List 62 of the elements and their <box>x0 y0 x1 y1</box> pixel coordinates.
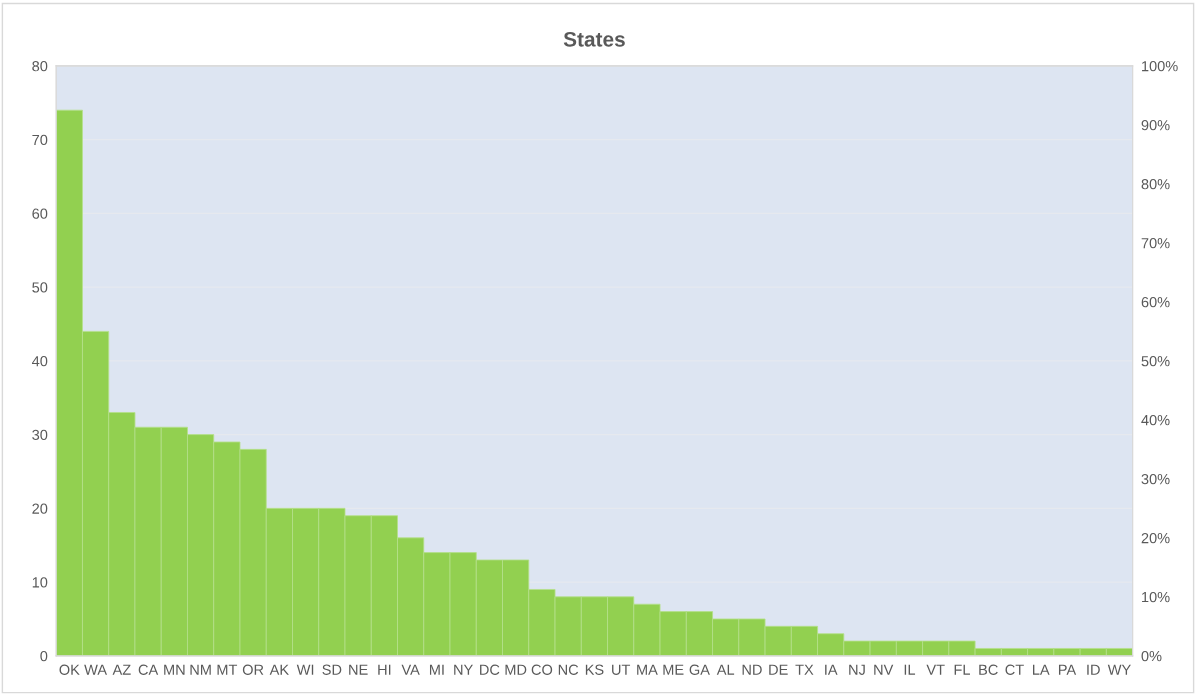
x-tick-label: UT <box>612 664 631 675</box>
x-tick-label: IL <box>904 664 916 675</box>
x-tick-label: SD <box>322 664 342 675</box>
y-tick-label: 0 <box>40 650 48 662</box>
y2-tick-label: 70% <box>1141 238 1170 249</box>
x-tick-label: PA <box>1058 664 1077 675</box>
x-tick-label: NJ <box>849 664 865 675</box>
x-tick-label: AL <box>716 664 735 675</box>
y2-tick-label: 100% <box>1142 61 1178 72</box>
x-tick-label: IA <box>825 664 838 675</box>
x-tick-label: NY <box>454 664 473 675</box>
x-tick-label: CA <box>138 664 159 675</box>
y-tick-label: 40 <box>31 355 48 367</box>
x-tick-label: HI <box>378 664 391 675</box>
y-tick-label: 50 <box>32 282 48 293</box>
x-tick-label: CT <box>1005 664 1024 675</box>
x-tick-label: MA <box>637 664 658 675</box>
y-tick-label: 70 <box>32 134 48 146</box>
x-tick-label: BC <box>979 664 998 675</box>
x-tick-label: VA <box>401 664 420 675</box>
y2-tick-label: 80% <box>1141 179 1170 190</box>
y2-tick-label: 10% <box>1142 591 1170 603</box>
x-tick-label: AK <box>269 664 289 675</box>
x-tick-label: MT <box>217 664 238 675</box>
x-tick-label: TX <box>795 664 814 675</box>
x-tick-label: OK <box>59 664 80 675</box>
x-tick-label: NE <box>349 664 368 675</box>
x-tick-label: NM <box>190 664 211 675</box>
x-tick-label: AZ <box>112 664 131 675</box>
y2-tick-label: 20% <box>1141 532 1170 544</box>
y-tick-label: 80 <box>32 61 48 72</box>
x-tick-label: LA <box>1033 664 1050 675</box>
x-tick-label: OR <box>242 664 264 675</box>
y2-tick-label: 50% <box>1141 355 1170 367</box>
y-tick-label: 60 <box>32 208 48 219</box>
x-tick-label: KS <box>585 664 604 675</box>
x-tick-label: ID <box>1087 664 1100 675</box>
x-tick-label: ND <box>742 664 762 675</box>
x-tick-label: WA <box>84 664 108 675</box>
y2-tick-label: 40% <box>1141 414 1170 426</box>
x-tick-label: MD <box>505 664 527 675</box>
x-tick-label: MN <box>164 664 185 675</box>
x-tick-label: ME <box>663 664 684 675</box>
x-tick-label: MI <box>429 664 444 675</box>
x-tick-label: FL <box>954 664 970 675</box>
x-tick-label: NV <box>874 664 894 675</box>
x-tick-label: CO <box>531 664 553 675</box>
y2-tick-label: 90% <box>1141 120 1170 131</box>
y2-tick-label: 60% <box>1141 296 1170 308</box>
y-tick-label: 10 <box>32 577 48 588</box>
x-tick-label: DC <box>480 664 500 675</box>
x-tick-label: VT <box>926 664 945 675</box>
y-tick-label: 20 <box>32 503 48 514</box>
x-tick-label: GA <box>689 664 710 675</box>
x-tick-label: DE <box>769 664 788 675</box>
y-tick-label: 30 <box>32 429 48 441</box>
y2-tick-label: 0% <box>1141 650 1162 662</box>
y2-tick-label: 30% <box>1141 473 1170 485</box>
x-tick-label: WI <box>296 664 314 675</box>
chart-title: States <box>563 31 625 47</box>
x-tick-label: NC <box>558 664 579 675</box>
x-tick-label: WY <box>1107 664 1131 675</box>
